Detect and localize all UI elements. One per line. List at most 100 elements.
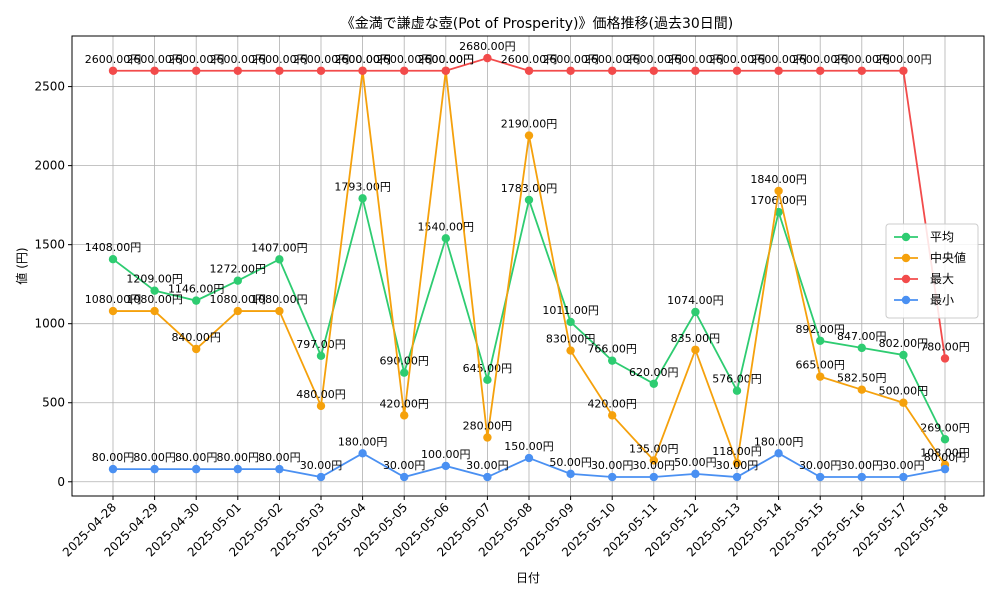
data-label: 2600.00円 — [875, 53, 932, 66]
data-label: 2600.00円 — [168, 53, 225, 66]
data-label: 269.00円 — [920, 421, 970, 434]
data-label: 30.00円 — [799, 459, 842, 472]
data-label: 576.00円 — [712, 373, 762, 386]
data-label: 2600.00円 — [626, 53, 683, 66]
data-point — [649, 472, 658, 482]
data-point — [816, 372, 825, 381]
legend-marker — [901, 253, 911, 263]
data-label: 1080.00円 — [210, 293, 267, 306]
data-label: 1146.00円 — [168, 283, 225, 296]
data-point — [524, 195, 534, 205]
data-label: 1840.00円 — [750, 173, 807, 186]
legend-entry: 平均 — [930, 230, 954, 244]
series-1: 1080.00円1080.00円840.00円1080.00円1080.00円4… — [85, 53, 970, 469]
data-point — [857, 66, 866, 75]
data-label: 30.00円 — [716, 459, 759, 472]
y-tick-label: 2500 — [34, 80, 65, 94]
data-label: 1074.00円 — [667, 294, 724, 307]
data-label: 50.00円 — [549, 456, 592, 469]
data-label: 2600.00円 — [334, 53, 391, 66]
data-label: 1080.00円 — [85, 293, 142, 306]
data-label: 2600.00円 — [293, 53, 350, 66]
data-point — [316, 351, 326, 360]
data-point — [275, 306, 284, 316]
data-label: 30.00円 — [383, 459, 426, 472]
data-label: 835.00円 — [671, 332, 721, 345]
data-point — [649, 379, 658, 388]
data-label: 2600.00円 — [418, 53, 475, 66]
data-point — [899, 472, 908, 482]
data-label: 80.00円 — [175, 451, 218, 464]
data-label: 1408.00円 — [85, 241, 142, 254]
data-point — [524, 453, 534, 463]
data-label: 766.00円 — [587, 343, 637, 356]
y-tick-label: 500 — [42, 396, 65, 410]
data-label: 2600.00円 — [834, 53, 891, 66]
data-point — [400, 472, 409, 482]
data-point — [441, 234, 450, 243]
legend-entry: 中央値 — [930, 250, 966, 265]
data-label: 1793.00円 — [334, 180, 391, 193]
series-3: 80.00円 80.00円 80.00円 80.00円 80.00円30.00円180.… — [92, 435, 966, 482]
data-point — [524, 66, 534, 75]
data-point — [275, 66, 284, 75]
data-point — [816, 66, 825, 75]
data-point — [483, 53, 492, 63]
data-label: 30.00円 — [300, 459, 343, 472]
data-label: 180.00円 — [338, 435, 388, 448]
data-label: 645.00円 — [463, 362, 513, 375]
data-label: 80.00円 — [258, 451, 301, 464]
data-point — [816, 336, 825, 345]
legend-marker — [901, 232, 911, 242]
data-label: 30.00円 — [633, 459, 676, 472]
data-label: 847.00円 — [837, 330, 887, 343]
data-label: 2680.00円 — [459, 40, 516, 53]
data-point — [108, 464, 118, 474]
data-point — [524, 131, 534, 140]
data-point — [275, 255, 284, 264]
data-point — [857, 343, 866, 353]
y-tick-label: 0 — [57, 475, 65, 489]
data-label: 1783.00円 — [501, 182, 558, 195]
series-2: 2600.00円2600.00円2600.00円2600.00円2600.00円… — [85, 40, 970, 363]
data-point — [857, 385, 866, 394]
data-label: 2600.00円 — [251, 53, 308, 66]
data-point — [774, 449, 783, 458]
data-point — [774, 66, 783, 75]
data-label: 135.00円 — [629, 442, 679, 455]
data-label: 802.00円 — [879, 337, 929, 350]
data-point — [150, 306, 159, 316]
data-point — [940, 354, 950, 363]
data-label: 30.00円 — [882, 459, 925, 472]
data-point — [358, 449, 367, 458]
data-label: 1080.00円 — [251, 293, 308, 306]
data-label: 1209.00円 — [126, 273, 183, 286]
data-label: 2600.00円 — [542, 53, 599, 66]
data-label: 500.00円 — [879, 385, 929, 398]
data-point — [441, 66, 450, 75]
data-point — [316, 401, 326, 411]
data-point — [358, 66, 367, 75]
data-label: 2600.00円 — [709, 53, 766, 66]
data-label: 30.00円 — [466, 459, 509, 472]
data-label: 690.00円 — [379, 355, 429, 368]
data-label: 2600.00円 — [85, 53, 142, 66]
data-point — [150, 286, 159, 295]
data-point — [732, 458, 742, 468]
data-point — [483, 472, 492, 482]
data-label: 1080.00円 — [126, 293, 183, 306]
y-tick-label: 1500 — [34, 238, 65, 252]
data-point — [899, 66, 908, 75]
data-label: 80.00円 — [92, 451, 135, 464]
data-label: 2600.00円 — [667, 53, 724, 66]
data-label: 2600.00円 — [418, 53, 475, 66]
data-point — [400, 66, 409, 75]
y-axis: 0 500 1000 1500 2000 2500 — [34, 80, 72, 489]
data-label: 582.50円 — [837, 372, 887, 385]
data-label: 2600.00円 — [792, 53, 849, 66]
data-point — [150, 66, 159, 75]
data-label: 620.00円 — [629, 366, 679, 379]
data-point — [691, 66, 700, 75]
